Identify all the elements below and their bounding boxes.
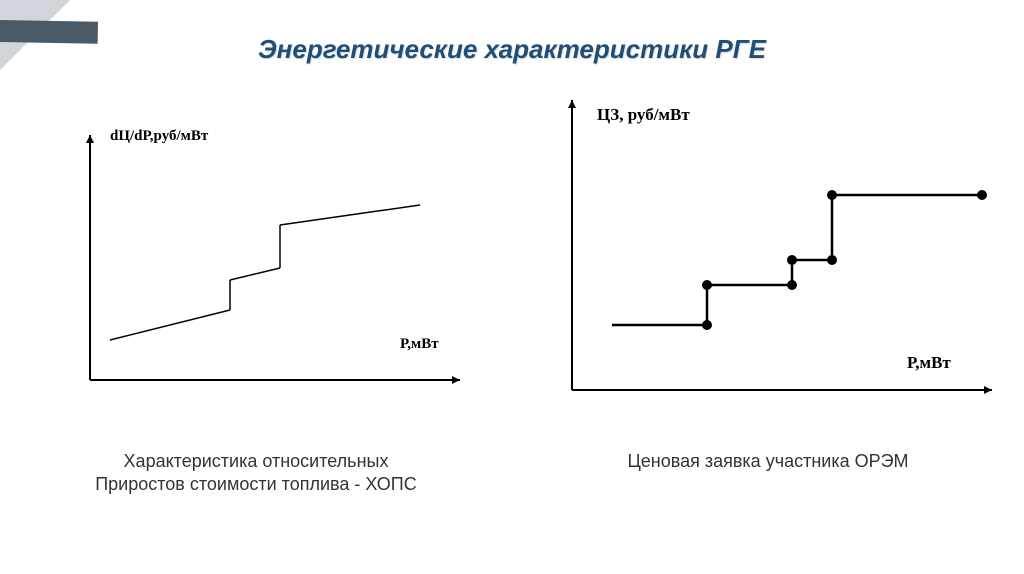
chart-right: ЦЗ, руб/мВт Р,мВт xyxy=(512,90,1024,430)
caption-left-line2: Приростов стоимости топлива - ХОПС xyxy=(95,474,417,494)
svg-text:dЦ/dР,руб/мВт: dЦ/dР,руб/мВт xyxy=(110,128,209,144)
charts-row: dЦ/dР,руб/мВт Р,мВт ЦЗ, руб/мВт Р,мВт xyxy=(0,90,1024,430)
captions-row: Характеристика относительных Приростов с… xyxy=(0,450,1024,497)
svg-text:ЦЗ, руб/мВт: ЦЗ, руб/мВт xyxy=(597,105,690,124)
svg-text:Р,мВт: Р,мВт xyxy=(400,336,439,352)
caption-left-line1: Характеристика относительных xyxy=(124,451,389,471)
chart-left: dЦ/dР,руб/мВт Р,мВт xyxy=(0,90,512,430)
chart-left-container: dЦ/dР,руб/мВт Р,мВт xyxy=(0,90,512,430)
caption-right: Ценовая заявка участника ОРЭМ xyxy=(512,450,1024,497)
svg-text:Р,мВт: Р,мВт xyxy=(907,353,951,372)
caption-left: Характеристика относительных Приростов с… xyxy=(0,450,512,497)
chart-right-container: ЦЗ, руб/мВт Р,мВт xyxy=(512,90,1024,430)
page-title: Энергетические характеристики РГЕ xyxy=(0,34,1024,65)
